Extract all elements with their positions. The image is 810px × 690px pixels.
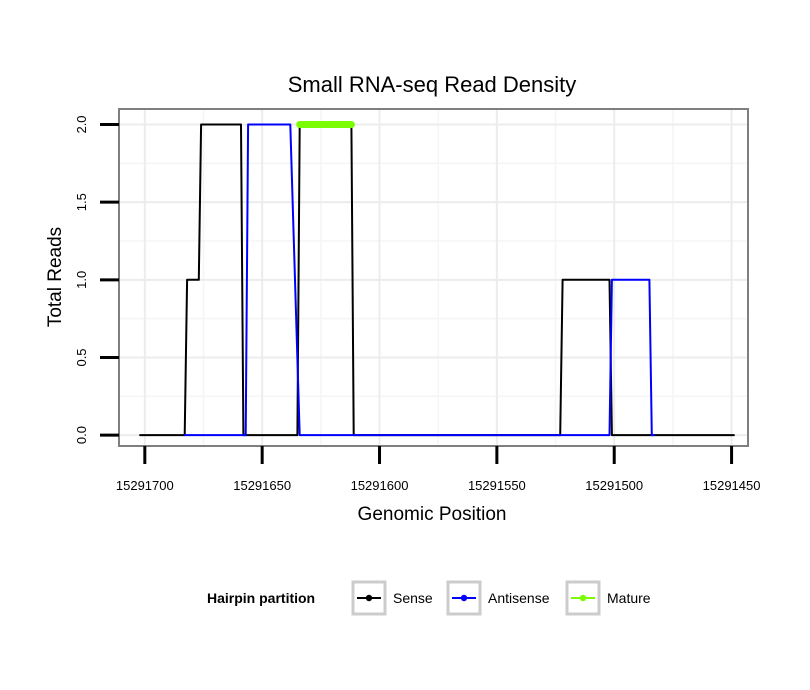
- legend-label-antisense: Antisense: [488, 590, 550, 606]
- y-tick-label: 2.0: [74, 115, 89, 133]
- series-line-antisense: [183, 123, 656, 437]
- y-axis: 0.0 0.5 1.0 1.5 2.0: [74, 115, 119, 444]
- grid-lines: [119, 109, 748, 446]
- legend-label-mature: Mature: [607, 590, 651, 606]
- series-lines: [139, 121, 735, 437]
- plot-border: [118, 108, 749, 447]
- x-tick-label: 15291650: [233, 478, 291, 493]
- y-axis-title: Total Reads: [45, 227, 66, 327]
- y-tick-label: 0.5: [74, 348, 89, 366]
- x-tick-label: 15291600: [351, 478, 409, 493]
- x-tick-label: 15291550: [468, 478, 526, 493]
- y-tick-label: 1.5: [74, 193, 89, 211]
- legend-dot-antisense: [460, 594, 468, 602]
- x-tick-label: 15291500: [585, 478, 643, 493]
- y-tick-label: 0.0: [74, 426, 89, 444]
- legend-title: Hairpin partition: [207, 590, 315, 606]
- legend-item-mature: Mature: [565, 580, 651, 616]
- y-tick-label: 1.0: [74, 271, 89, 289]
- x-tick-label: 15291450: [703, 478, 761, 493]
- legend: Hairpin partition Sense Antisense Mature: [207, 580, 651, 616]
- plot-panel: [119, 109, 748, 446]
- x-tick-label: 15291700: [116, 478, 174, 493]
- x-axis: 15291700 15291650 15291600 15291550 15291500…: [116, 446, 761, 493]
- legend-item-sense: Sense: [351, 580, 433, 616]
- legend-label-sense: Sense: [393, 590, 433, 606]
- series-line-sense: [139, 123, 735, 437]
- legend-item-antisense: Antisense: [446, 580, 550, 616]
- x-axis-title: Genomic Position: [358, 504, 507, 525]
- legend-dot-sense: [365, 594, 373, 602]
- legend-dot-mature: [579, 594, 587, 602]
- chart-title: Small RNA-seq Read Density: [288, 72, 577, 97]
